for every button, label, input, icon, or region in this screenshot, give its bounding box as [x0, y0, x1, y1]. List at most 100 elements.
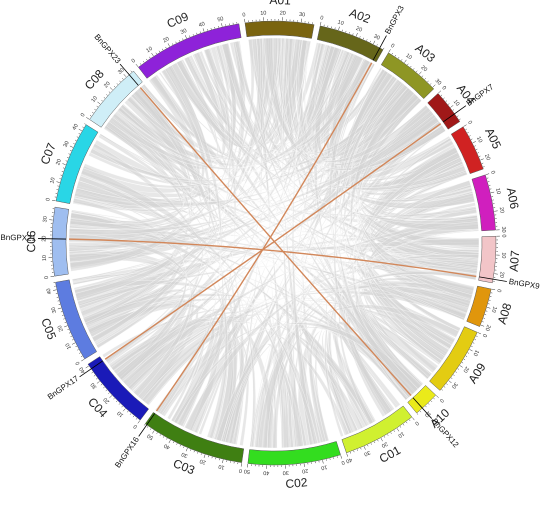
chromosome-label-A03: A03: [413, 41, 439, 65]
synteny-link: [249, 271, 477, 447]
chromosome-A06: [471, 174, 496, 232]
chromosome-label-C08: C08: [82, 67, 107, 93]
tick-mark: [486, 307, 491, 309]
tick-mark: [137, 420, 141, 424]
synteny-link: [216, 282, 474, 442]
tick-mark: [482, 321, 484, 323]
synteny-link: [176, 59, 479, 224]
gene-link-BnGPX12-BnGPX23: [139, 87, 412, 396]
tick-mark: [396, 428, 400, 432]
synteny-link: [78, 175, 303, 447]
tick-label: 40: [163, 442, 171, 450]
tick-label: 0: [45, 197, 51, 201]
synteny-link: [198, 43, 326, 435]
tick-label: 0: [340, 459, 345, 466]
tick-label: 10: [145, 46, 153, 54]
synteny-link: [91, 38, 263, 343]
gene-label-BnGPX16: BnGPX16: [113, 435, 141, 470]
synteny-link: [184, 254, 479, 431]
tick-mark: [197, 452, 199, 454]
tick-mark: [470, 138, 473, 140]
tick-mark: [127, 410, 129, 413]
tick-mark: [122, 78, 124, 80]
tick-label: 10: [475, 136, 483, 144]
tick-mark: [190, 449, 192, 451]
tick-mark: [203, 454, 206, 458]
synteny-link: [338, 75, 415, 398]
chromosome-A07: [478, 235, 497, 284]
chromosome-C02: [247, 441, 341, 466]
tick-mark: [202, 28, 205, 32]
tick-label: 20: [55, 158, 63, 166]
tick-mark: [362, 37, 364, 40]
tick-label: 10: [49, 177, 56, 185]
tick-mark: [78, 133, 81, 135]
tick-label: 0: [80, 112, 87, 118]
tick-mark: [168, 439, 171, 444]
tick-mark: [74, 139, 77, 141]
tick-mark: [433, 397, 435, 400]
tick-mark: [105, 389, 108, 392]
tick-label: 20: [498, 271, 505, 278]
tick-mark: [184, 35, 187, 39]
tick-mark: [62, 163, 66, 165]
tick-label: 10: [260, 11, 266, 17]
tick-mark: [113, 398, 115, 400]
chromosome-C07: [55, 124, 99, 204]
tick-label: 10: [452, 99, 460, 108]
tick-mark: [471, 345, 473, 347]
tick-label: 20: [498, 207, 505, 214]
tick-mark: [96, 381, 100, 384]
tick-mark: [162, 436, 165, 438]
tick-label: 0: [131, 58, 137, 65]
tick-mark: [92, 111, 94, 114]
tick-mark: [150, 428, 152, 430]
tick-mark: [71, 342, 76, 345]
tick-mark: [472, 141, 476, 144]
gene-duplication-links: [69, 62, 477, 412]
tick-mark: [118, 403, 121, 405]
tick-mark: [119, 80, 121, 83]
tick-mark: [139, 63, 142, 65]
tick-mark: [240, 463, 242, 467]
tick-mark: [75, 345, 77, 348]
chromosome-label-C09: C09: [165, 9, 191, 31]
tick-mark: [480, 158, 484, 161]
tick-mark: [122, 408, 126, 412]
synteny-link: [350, 87, 453, 349]
synteny-link: [221, 42, 419, 395]
tick-mark: [172, 441, 175, 444]
tick-mark: [491, 288, 496, 291]
gene-link-BnGPX3-BnGPX16: [155, 62, 373, 412]
tick-mark: [475, 148, 478, 150]
tick-mark: [353, 450, 355, 453]
tick-mark: [455, 371, 457, 373]
tick-label: 0: [75, 360, 82, 366]
tick-mark: [86, 117, 90, 120]
chromosome-A09: [429, 326, 478, 391]
tick-mark: [56, 181, 60, 183]
tick-mark: [70, 150, 72, 152]
tick-mark: [93, 375, 96, 377]
chromosome-A08: [466, 285, 492, 327]
tick-mark: [143, 424, 146, 426]
tick-mark: [132, 415, 135, 418]
tick-mark: [377, 439, 379, 442]
tick-mark: [66, 156, 69, 158]
tick-mark: [469, 349, 473, 352]
gene-label-BnGPX23: BnGPX23: [92, 32, 122, 65]
tick-label: 10: [65, 342, 73, 350]
tick-label: 0: [414, 420, 420, 427]
tick-mark: [129, 413, 132, 415]
tick-mark: [80, 355, 83, 357]
tick-mark: [151, 52, 154, 57]
tick-label: 40: [79, 366, 87, 374]
tick-label: 10: [116, 410, 125, 419]
tick-mark: [64, 321, 67, 323]
tick-mark: [320, 21, 322, 26]
tick-label: 50: [244, 468, 251, 475]
tick-mark: [432, 84, 436, 88]
tick-mark: [85, 365, 89, 369]
tick-mark: [490, 191, 495, 194]
tick-label: 20: [280, 11, 286, 17]
